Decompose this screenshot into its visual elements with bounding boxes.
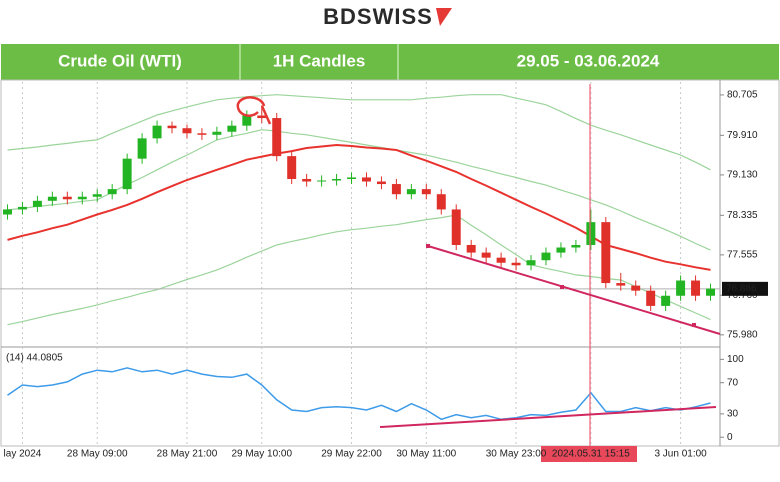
candle-body bbox=[302, 178, 312, 182]
y-tick-label: 100 bbox=[727, 354, 744, 365]
candle-body bbox=[436, 194, 446, 210]
y-tick-label: 78.335 bbox=[727, 210, 758, 221]
x-tick-label: 28 May 09:00 bbox=[67, 449, 128, 460]
last-price-label: 76.886 bbox=[726, 283, 757, 294]
x-tick-label: 30 May 23:00 bbox=[486, 449, 547, 460]
x-tick-label: 30 May 11:00 bbox=[396, 449, 456, 460]
candle-body bbox=[496, 257, 506, 263]
candle-body bbox=[17, 206, 27, 210]
candle-body bbox=[556, 247, 566, 253]
candle-body bbox=[122, 158, 132, 190]
trendline bbox=[427, 245, 721, 335]
candle-body bbox=[2, 209, 12, 215]
logo-arrow bbox=[436, 8, 452, 26]
candle-body bbox=[287, 156, 297, 179]
y-tick-label: 70 bbox=[727, 377, 739, 388]
crosshair-label-bg bbox=[541, 446, 637, 462]
y-tick-label: 79.910 bbox=[727, 130, 758, 141]
x-tick-label: 3 Jun 01:00 bbox=[654, 449, 707, 460]
candle-body bbox=[421, 189, 431, 195]
x-tick-label: 28 May 21:00 bbox=[157, 449, 218, 460]
overlay-line bbox=[7, 94, 711, 171]
candle-body bbox=[92, 194, 102, 197]
header-bar bbox=[1, 44, 779, 80]
trendline-handle bbox=[560, 285, 564, 289]
candle-body bbox=[466, 244, 476, 253]
candle-body bbox=[481, 252, 491, 258]
candle-body bbox=[107, 189, 117, 195]
candle-body bbox=[227, 125, 237, 132]
x-tick-label: lay 2024 bbox=[4, 449, 42, 460]
candle-body bbox=[376, 181, 386, 185]
candle-body bbox=[62, 196, 72, 200]
logo: BDSWISS bbox=[323, 4, 433, 29]
candle-body bbox=[47, 196, 57, 201]
y-tick-label: 77.555 bbox=[727, 250, 758, 261]
chart-frame bbox=[0, 79, 780, 447]
candle-body bbox=[257, 115, 267, 119]
candle-body bbox=[347, 177, 357, 179]
rsi-title: (14) 44.0805 bbox=[6, 353, 63, 364]
candle-body bbox=[242, 115, 252, 126]
y-tick-label: 79.130 bbox=[727, 170, 758, 181]
candle-body bbox=[571, 244, 581, 248]
candle-body bbox=[406, 189, 416, 195]
candle-body bbox=[32, 200, 42, 207]
candle-body bbox=[646, 290, 656, 306]
y-tick-label: 80.705 bbox=[727, 90, 758, 101]
plot bbox=[0, 82, 724, 446]
trendline-handle bbox=[426, 244, 430, 248]
rsi-trendline bbox=[379, 406, 717, 428]
candle-body bbox=[601, 222, 611, 284]
candle-body bbox=[616, 283, 626, 286]
timeframe: 1H Candles bbox=[273, 51, 366, 70]
y-tick-label: 0 bbox=[727, 432, 733, 443]
candle-body bbox=[137, 138, 147, 159]
rsi-line bbox=[7, 367, 711, 421]
candle-body bbox=[212, 131, 222, 135]
candle-body bbox=[332, 178, 342, 181]
candle-body bbox=[182, 128, 192, 134]
period: 29.05 - 03.06.2024 bbox=[517, 51, 660, 70]
candle-body bbox=[586, 222, 596, 245]
x-tick-label: 2024.05.31 15:15 bbox=[552, 449, 630, 460]
candle-body bbox=[77, 196, 87, 200]
annotation-circle bbox=[236, 96, 272, 125]
candle-body bbox=[511, 262, 521, 266]
candle-body bbox=[317, 180, 327, 182]
candle-body bbox=[361, 177, 371, 182]
candle-body bbox=[152, 125, 162, 139]
y-tick-label: 30 bbox=[727, 408, 739, 419]
candle-body bbox=[391, 184, 401, 195]
candle-body bbox=[167, 125, 177, 129]
last-price-box bbox=[722, 281, 768, 296]
y-tick-label: 75.980 bbox=[727, 329, 758, 340]
candle-body bbox=[706, 288, 716, 296]
x-tick-label: 29 May 10:00 bbox=[231, 449, 292, 460]
candle-body bbox=[541, 252, 551, 261]
candle-body bbox=[526, 260, 536, 266]
candle-body bbox=[272, 118, 282, 157]
candle-body bbox=[451, 209, 461, 245]
candle-body bbox=[197, 133, 207, 135]
instrument: Crude Oil (WTI) bbox=[58, 51, 182, 70]
trendline-handle bbox=[692, 323, 696, 327]
candle-body bbox=[676, 280, 686, 296]
candle-body bbox=[661, 295, 671, 306]
candle-body bbox=[691, 280, 701, 296]
x-tick-label: 29 May 22:00 bbox=[321, 449, 382, 460]
overlay-line bbox=[7, 214, 711, 326]
candle-body bbox=[631, 285, 641, 291]
